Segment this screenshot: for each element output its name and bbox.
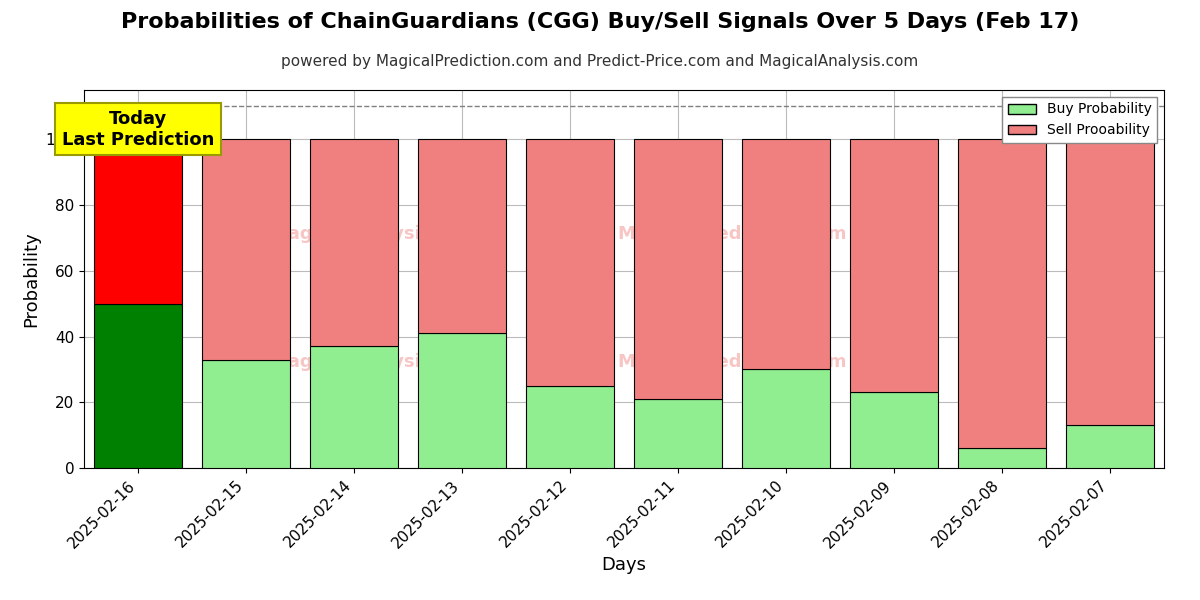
Bar bbox=[526, 139, 614, 386]
Text: MagicalAnalysis.com: MagicalAnalysis.com bbox=[271, 224, 480, 242]
Bar bbox=[418, 333, 506, 468]
Bar bbox=[202, 139, 290, 359]
Bar bbox=[202, 359, 290, 468]
Bar bbox=[94, 139, 182, 304]
Text: powered by MagicalPrediction.com and Predict-Price.com and MagicalAnalysis.com: powered by MagicalPrediction.com and Pre… bbox=[281, 54, 919, 69]
Text: MagicalPrediction.com: MagicalPrediction.com bbox=[617, 353, 847, 371]
Bar bbox=[958, 139, 1046, 448]
Bar bbox=[742, 370, 830, 468]
Y-axis label: Probability: Probability bbox=[22, 231, 40, 327]
Text: MagicalPrediction.com: MagicalPrediction.com bbox=[617, 224, 847, 242]
Bar bbox=[850, 392, 938, 468]
Text: MagicalAnalysis.com: MagicalAnalysis.com bbox=[271, 353, 480, 371]
Bar bbox=[310, 346, 398, 468]
Bar bbox=[958, 448, 1046, 468]
Bar bbox=[634, 399, 722, 468]
Legend: Buy Probability, Sell Prooability: Buy Probability, Sell Prooability bbox=[1002, 97, 1157, 143]
Bar bbox=[418, 139, 506, 333]
Bar bbox=[310, 139, 398, 346]
Bar bbox=[526, 386, 614, 468]
Bar bbox=[1066, 425, 1154, 468]
Bar bbox=[850, 139, 938, 392]
Text: Probabilities of ChainGuardians (CGG) Buy/Sell Signals Over 5 Days (Feb 17): Probabilities of ChainGuardians (CGG) Bu… bbox=[121, 12, 1079, 32]
Bar bbox=[742, 139, 830, 370]
X-axis label: Days: Days bbox=[601, 556, 647, 574]
Bar bbox=[1066, 139, 1154, 425]
Bar bbox=[94, 304, 182, 468]
Text: Today
Last Prediction: Today Last Prediction bbox=[62, 110, 214, 149]
Bar bbox=[634, 139, 722, 399]
